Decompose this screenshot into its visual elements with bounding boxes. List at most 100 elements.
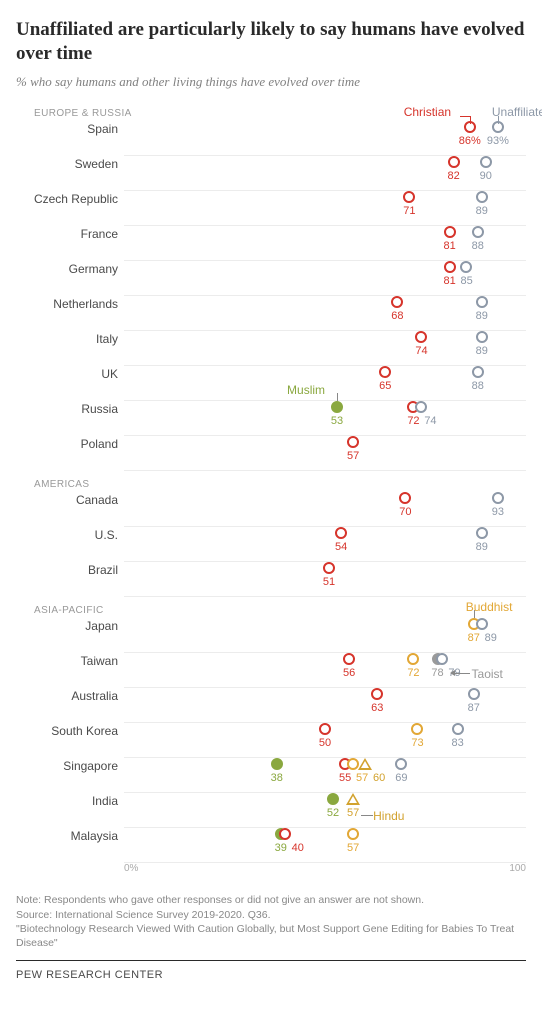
christian-marker — [444, 261, 456, 273]
unaffiliated-value: 74 — [424, 415, 436, 427]
christian-value: 82 — [448, 170, 460, 182]
unaffiliated-value: 89 — [476, 310, 488, 322]
axis-tick-min: 0% — [124, 863, 138, 874]
row-plot: 74 89 — [124, 331, 526, 366]
unaffiliated-value: 69 — [395, 772, 407, 784]
unaffiliated-value: 93% — [487, 135, 509, 147]
unaffiliated-value: 88 — [472, 380, 484, 392]
row-plot: 7189 — [124, 191, 526, 226]
section-header: ASIA-PACIFIC — [16, 605, 526, 616]
row-label: India — [16, 793, 124, 808]
christian-value: 40 — [292, 842, 304, 854]
buddhist-marker — [347, 828, 359, 840]
row-plot: 68 89 — [124, 296, 526, 331]
unaffiliated-marker — [468, 688, 480, 700]
chart-row: Netherlands6889 — [16, 296, 526, 331]
chart-row: UK6588 — [16, 366, 526, 401]
christian-marker — [379, 366, 391, 378]
chart-row: Poland57 — [16, 436, 526, 471]
unaffiliated-marker — [472, 366, 484, 378]
christian-legend: Christian — [404, 105, 451, 119]
chart-row: Australia6387 — [16, 688, 526, 723]
christian-marker — [347, 436, 359, 448]
buddhist-marker — [407, 653, 419, 665]
buddhist-value: 87 — [468, 632, 480, 644]
row-plot: 56727879Taoist — [124, 653, 526, 688]
row-label: Spain — [16, 121, 124, 136]
unaffiliated-marker — [476, 618, 488, 630]
row-label: Taiwan — [16, 653, 124, 668]
row-label: France — [16, 226, 124, 241]
christian-marker — [371, 688, 383, 700]
row-plot: 8290 — [124, 156, 526, 191]
christian-marker — [319, 723, 331, 735]
note-line: Note: Respondents who gave other respons… — [16, 893, 526, 907]
muslim-series-label: Muslim — [287, 383, 325, 397]
christian-value: 51 — [323, 576, 335, 588]
muslim-marker — [331, 401, 343, 413]
chart-subtitle: % who say humans and other living things… — [16, 74, 526, 91]
christian-value: 81 — [443, 240, 455, 252]
chart-row: Spain 86% 93% — [16, 121, 526, 156]
christian-marker — [448, 156, 460, 168]
row-plot: 57 — [124, 436, 526, 471]
chart-row: Singapore3855576069 — [16, 758, 526, 793]
buddhist-marker — [411, 723, 423, 735]
row-label: Japan — [16, 618, 124, 633]
row-plot: 6387 — [124, 688, 526, 723]
unaffiliated-marker — [476, 527, 488, 539]
taoist-series-label: Taoist — [472, 667, 503, 681]
unaffiliated-value: 88 — [472, 240, 484, 252]
chart-row: Taiwan56727879Taoist — [16, 653, 526, 688]
christian-value: 71 — [403, 205, 415, 217]
christian-marker — [343, 653, 355, 665]
christian-value: 57 — [347, 450, 359, 462]
unaffiliated-marker — [436, 653, 448, 665]
muslim-value: 53 — [331, 415, 343, 427]
row-label: U.S. — [16, 527, 124, 542]
row-plot: 70 93 — [124, 492, 526, 527]
unaffiliated-marker — [415, 401, 427, 413]
christian-value: 86% — [459, 135, 481, 147]
unaffiliated-marker — [395, 758, 407, 770]
hindu-marker — [358, 758, 372, 770]
row-label: Sweden — [16, 156, 124, 171]
row-label: Brazil — [16, 562, 124, 577]
chart-row: Sweden8290 — [16, 156, 526, 191]
buddhist-series-label: Buddhist — [466, 600, 513, 614]
dot-plot: EUROPE & RUSSIASpain86%93%Sweden8290Czec… — [16, 108, 526, 879]
row-label: Canada — [16, 492, 124, 507]
buddhist-value: 72 — [407, 667, 419, 679]
christian-marker — [391, 296, 403, 308]
unaffiliated-value: 85 — [460, 275, 472, 287]
row-plot: 8789Buddhist — [124, 618, 526, 653]
christian-value: 74 — [415, 345, 427, 357]
christian-value: 50 — [319, 737, 331, 749]
christian-marker — [415, 331, 427, 343]
row-plot: 8185 — [124, 261, 526, 296]
christian-value: 70 — [399, 506, 411, 518]
chart-row: Canada 70 93 — [16, 492, 526, 527]
buddhist-value: 57 — [347, 842, 359, 854]
row-plot: 51 — [124, 562, 526, 597]
unaffiliated-marker — [472, 226, 484, 238]
unaffiliated-value: 93 — [492, 506, 504, 518]
divider — [16, 960, 526, 961]
christian-marker — [335, 527, 347, 539]
christian-value: 65 — [379, 380, 391, 392]
unaffiliated-legend: Unaffiliated — [492, 105, 542, 119]
chart-row: South Korea507383 — [16, 723, 526, 758]
christian-value: 54 — [335, 541, 347, 553]
hindu-value: 57 — [347, 807, 359, 819]
christian-marker — [279, 828, 291, 840]
row-plot: 5257Hindu — [124, 793, 526, 828]
chart-row: Czech Republic7189 — [16, 191, 526, 226]
christian-value: 68 — [391, 310, 403, 322]
chart-notes: Note: Respondents who gave other respons… — [16, 893, 526, 950]
christian-value: 55 — [339, 772, 351, 784]
row-plot: 537274Muslim — [124, 401, 526, 436]
unaffiliated-value: 89 — [476, 345, 488, 357]
note-line: Source: International Science Survey 201… — [16, 908, 526, 922]
row-plot: 507383 — [124, 723, 526, 758]
hindu-series-label: Hindu — [373, 809, 404, 823]
